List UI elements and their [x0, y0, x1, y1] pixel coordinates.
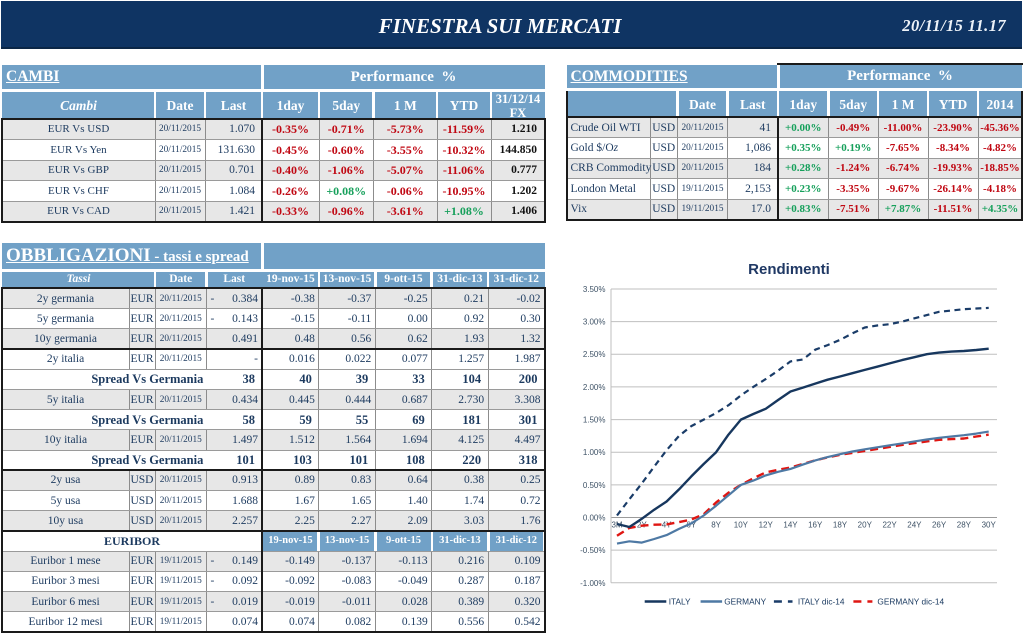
svg-text:10Y: 10Y	[734, 521, 749, 530]
svg-text:28Y: 28Y	[957, 521, 972, 530]
svg-text:1.00%: 1.00%	[583, 448, 606, 457]
svg-text:26Y: 26Y	[932, 521, 947, 530]
svg-text:8Y: 8Y	[711, 521, 721, 530]
svg-text:18Y: 18Y	[833, 521, 848, 530]
svg-text:1.50%: 1.50%	[583, 416, 606, 425]
svg-text:3.00%: 3.00%	[583, 318, 606, 327]
svg-text:0.00%: 0.00%	[583, 514, 606, 523]
svg-text:30Y: 30Y	[982, 521, 997, 530]
svg-text:12Y: 12Y	[759, 521, 774, 530]
svg-text:2.50%: 2.50%	[583, 350, 606, 359]
svg-text:24Y: 24Y	[907, 521, 922, 530]
svg-text:-1.00%: -1.00%	[580, 579, 605, 588]
svg-text:ITALY: ITALY	[669, 597, 691, 607]
svg-text:-0.50%: -0.50%	[580, 546, 605, 555]
svg-text:20Y: 20Y	[858, 521, 873, 530]
svg-text:3.50%: 3.50%	[583, 285, 606, 294]
svg-text:6Y: 6Y	[686, 521, 696, 530]
svg-text:GERMANY dic-14: GERMANY dic-14	[877, 597, 944, 607]
svg-text:14Y: 14Y	[783, 521, 798, 530]
svg-text:0.50%: 0.50%	[583, 481, 606, 490]
svg-text:22Y: 22Y	[882, 521, 897, 530]
svg-text:2.00%: 2.00%	[583, 383, 606, 392]
svg-text:16Y: 16Y	[808, 521, 823, 530]
svg-text:ITALY dic-14: ITALY dic-14	[798, 597, 845, 607]
svg-text:GERMANY: GERMANY	[724, 597, 766, 607]
